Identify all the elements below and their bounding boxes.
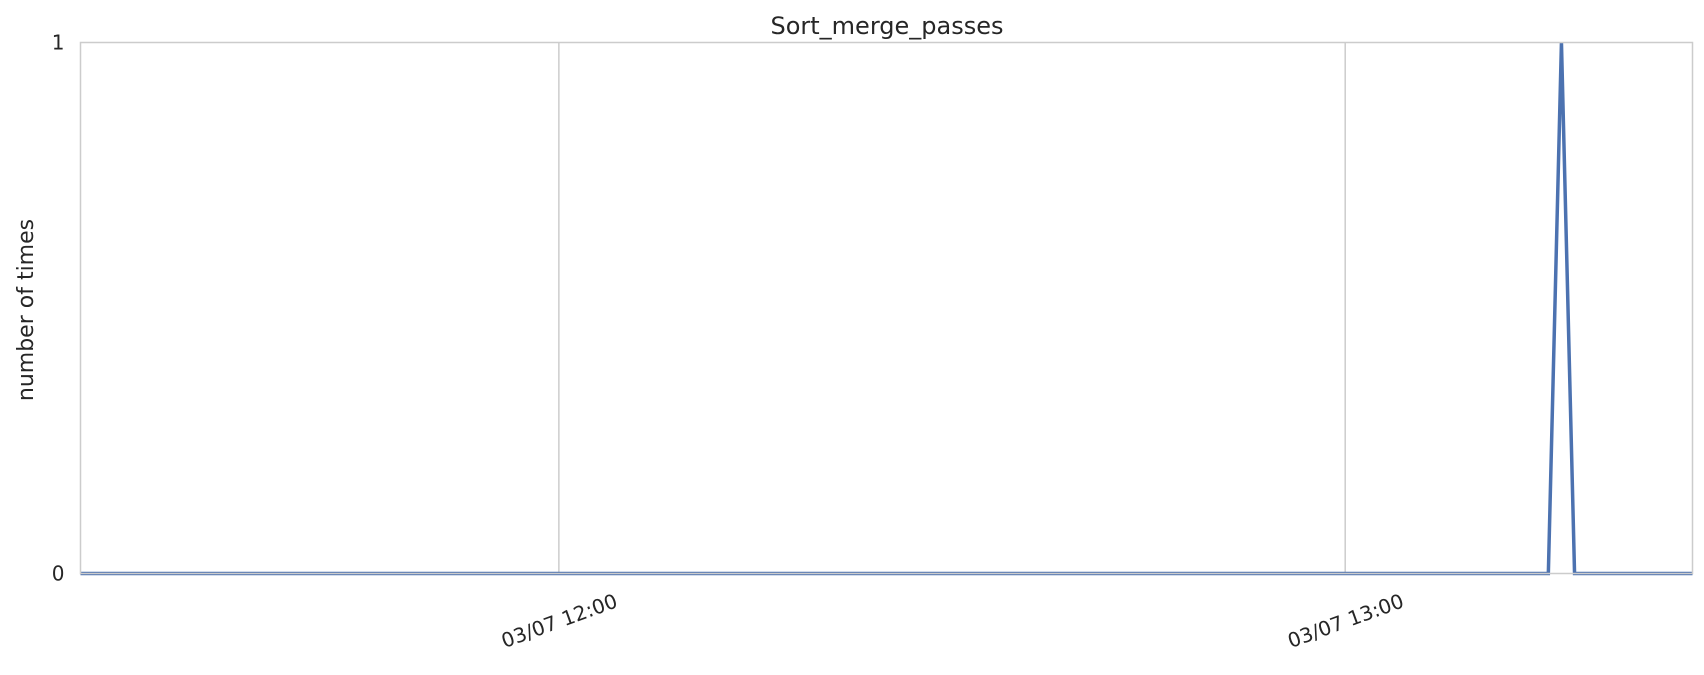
tick-layer: 03/07 12:00 03/07 13:00 0 1 [52,31,1407,653]
series-line [80,42,1693,576]
plot-frame [79,41,1694,575]
x-tick-label: 03/07 13:00 [1284,589,1407,653]
y-tick-label: 0 [52,562,65,586]
chart-title: Sort_merge_passes [770,12,1003,40]
series-layer [80,42,1693,576]
y-axis-label: number of times [14,219,39,401]
x-tick-label: 03/07 12:00 [498,589,621,653]
grid-layer [558,42,1346,574]
y-tick-label: 1 [52,31,65,55]
